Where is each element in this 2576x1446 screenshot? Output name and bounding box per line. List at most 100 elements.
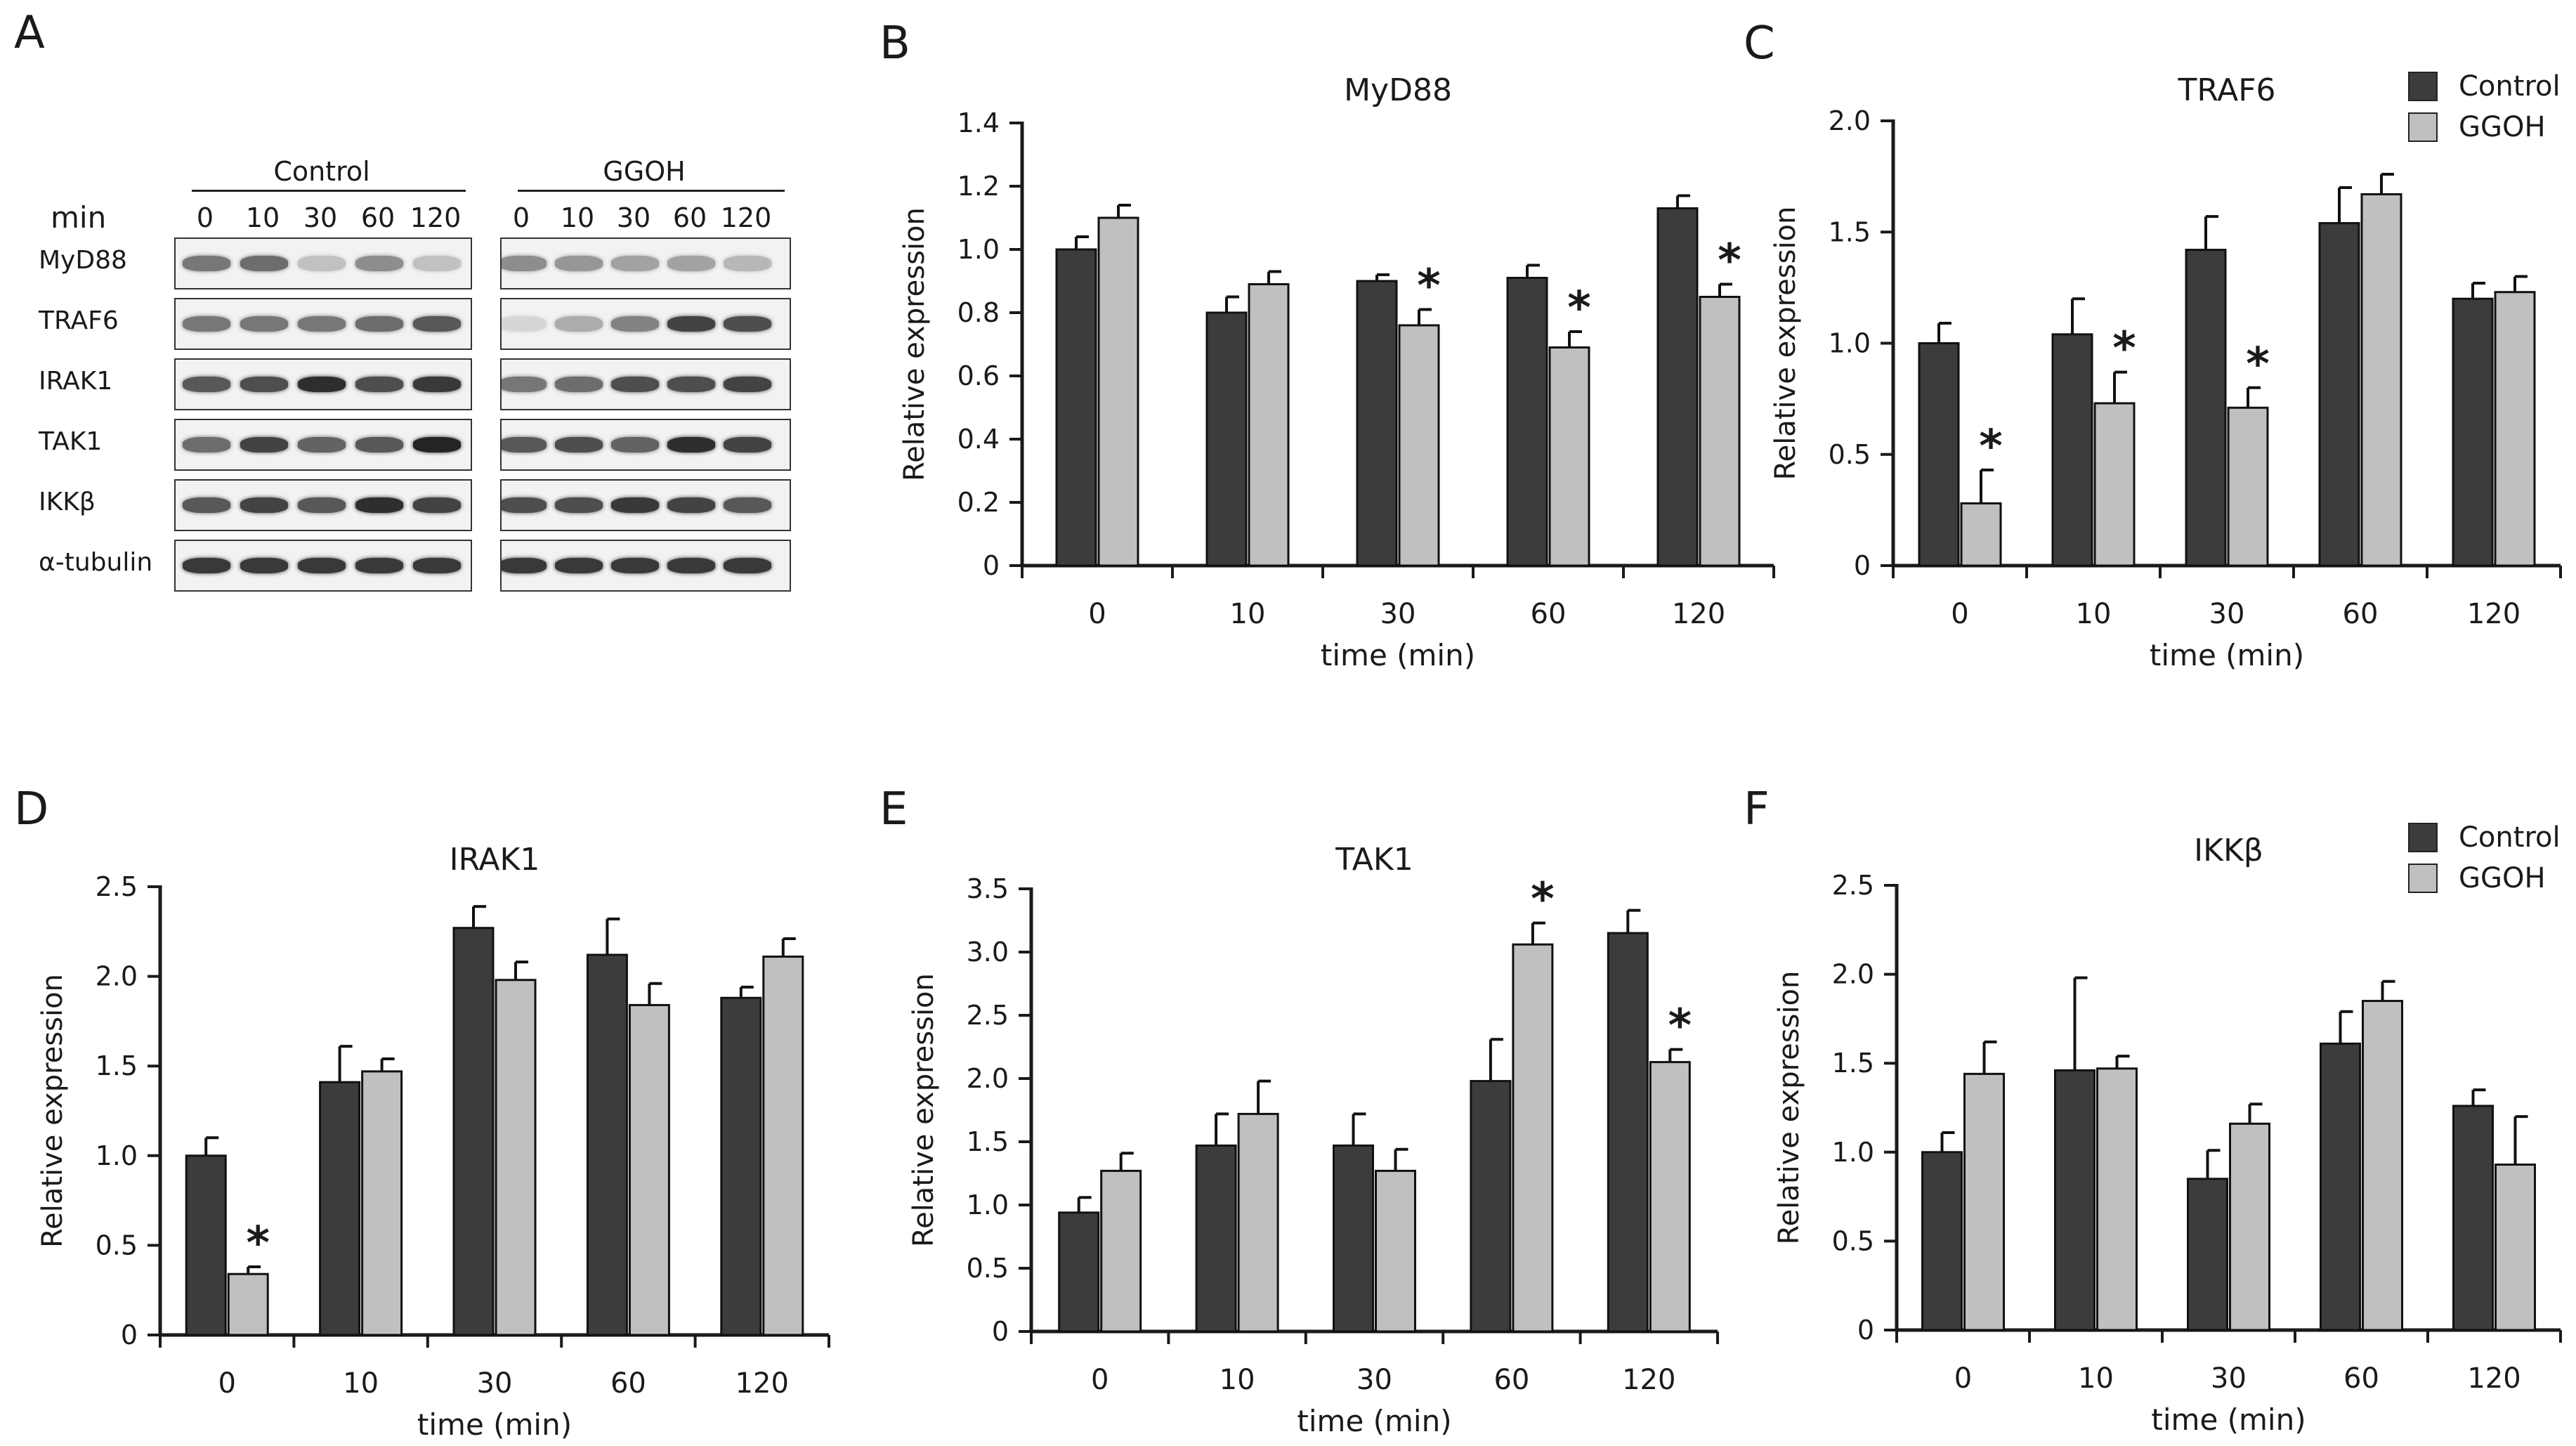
bar-b-ggoh-1 (1248, 283, 1290, 567)
bar-c-control-3 (2318, 222, 2360, 567)
blot-band (298, 256, 346, 271)
y-tick-label-b-5: 1.0 (957, 234, 1000, 265)
legend-label-ggoh-2: GGOH (2459, 862, 2546, 894)
bar-b-ggoh-0 (1097, 216, 1139, 567)
x-tick-label-b-2: 30 (1380, 598, 1416, 630)
bar-e-control-1 (1195, 1144, 1237, 1333)
bar-f-control-2 (2187, 1178, 2228, 1331)
bar-e-control-2 (1333, 1144, 1374, 1333)
blot-band (240, 497, 288, 513)
bar-b-control-1 (1205, 311, 1248, 567)
blot-strip-control-1 (174, 298, 472, 350)
y-tick-label-b-0: 0 (983, 550, 1000, 581)
blot-row-label-1: TRAF6 (39, 306, 119, 335)
blot-band (183, 558, 230, 573)
legend-item-control-2: Control (2408, 817, 2561, 858)
x-tick-label-b-4: 120 (1672, 598, 1725, 630)
legend-item-ggoh: GGOH (2408, 107, 2561, 148)
blot-band (183, 377, 230, 392)
blot-time-label-control-2: 30 (303, 202, 338, 233)
blot-group-line-ggoh (518, 190, 785, 192)
y-axis-label-e: Relative expression (908, 973, 940, 1247)
y-tick-label-b-7: 1.4 (957, 108, 1000, 138)
bar-f-control-1 (2054, 1069, 2096, 1331)
y-tick-label-c-1: 0.5 (1829, 439, 1871, 470)
y-tick-label-e-5: 2.5 (967, 1000, 1009, 1031)
x-tick-label-b-1: 10 (1230, 598, 1266, 630)
x-tick-label-b-0: 0 (1088, 598, 1106, 630)
significance-star-c-1: * (2112, 323, 2136, 375)
y-axis-label-d: Relative expression (37, 974, 69, 1248)
bar-d-ggoh-0 (227, 1272, 269, 1336)
chart-group-d: 0 0.5 1.0 1.5 2.0 2.5 0 10 30 60 120 IRAK1 time (min… (37, 842, 830, 1442)
significance-star-c-0: * (1979, 421, 2002, 473)
legend-label-control-2: Control (2459, 821, 2561, 854)
x-tick-label-f-1: 10 (2078, 1362, 2114, 1395)
x-tick-label-d-4: 120 (735, 1367, 789, 1400)
y-tick-label-e-2: 1.0 (967, 1190, 1009, 1220)
legend-swatch-control-2 (2408, 823, 2438, 852)
x-tick-label-c-2: 30 (2209, 598, 2245, 630)
blot-row-label-2: IRAK1 (39, 367, 113, 396)
bar-e-ggoh-4 (1649, 1061, 1691, 1333)
panel-letter-c: C (1744, 18, 1775, 70)
bar-c-control-0 (1918, 342, 1960, 567)
bar-d-ggoh-4 (762, 956, 804, 1336)
bar-f-ggoh-4 (2495, 1164, 2536, 1331)
bar-b-ggoh-2 (1398, 324, 1440, 567)
y-axis-label-b: Relative expression (898, 207, 931, 481)
blot-band (355, 256, 403, 271)
blot-time-label-control-3: 60 (360, 202, 395, 233)
blot-row-label-0: MyD88 (39, 246, 127, 275)
blot-band (502, 437, 547, 452)
y-tick-label-d-4: 2.0 (96, 961, 138, 992)
y-tick-label-c-3: 1.5 (1829, 216, 1871, 247)
chart-group-e: 0 0.5 1.0 1.5 2.0 2.5 3.0 3.5 0 10 30 60 120 TAK1 time… (908, 842, 1719, 1438)
bar-b-control-0 (1055, 248, 1097, 567)
bar-b-ggoh-3 (1548, 346, 1590, 567)
blot-time-label-control-1: 10 (245, 202, 280, 233)
panel-letter-b: B (880, 18, 910, 70)
x-tick-label-b-3: 60 (1531, 598, 1567, 630)
blot-band (355, 316, 403, 332)
blot-strip-ggoh-3 (500, 419, 791, 471)
blot-band (667, 316, 715, 332)
blot-band (667, 437, 715, 452)
blot-group-line-control (192, 190, 466, 192)
blot-strip-ggoh-4 (500, 479, 791, 531)
blot-band (555, 437, 603, 452)
y-tick-label-b-6: 1.2 (957, 171, 1000, 202)
blot-band (413, 558, 461, 573)
legend-item-control: Control (2408, 66, 2561, 107)
legend-top: Control GGOH (2408, 66, 2561, 148)
y-tick-label-e-6: 3.0 (967, 937, 1009, 968)
bar-c-ggoh-0 (1960, 502, 2002, 567)
blot-band (724, 558, 771, 573)
bar-c-control-4 (2452, 297, 2494, 567)
blot-band (413, 437, 461, 452)
x-tick-label-d-1: 10 (343, 1367, 379, 1400)
western-blot-panel: Control 0 10 30 60 120 GGOH 0 10 30 60 120 min MyD88 T… (0, 0, 843, 703)
blot-band (611, 256, 659, 271)
blot-strip-ggoh-2 (500, 358, 791, 410)
blot-band (413, 316, 461, 332)
bar-c-control-1 (2051, 333, 2093, 567)
bar-f-control-3 (2320, 1042, 2361, 1331)
x-tick-label-e-1: 10 (1220, 1364, 1255, 1396)
blot-time-label-ggoh-3: 60 (672, 202, 707, 233)
y-tick-label-d-2: 1.0 (96, 1140, 138, 1171)
panel-letter-f: F (1744, 783, 1770, 835)
bar-c-ggoh-3 (2360, 193, 2402, 567)
blot-band (611, 497, 659, 513)
blot-band (724, 377, 771, 392)
y-tick-label-d-0: 0 (121, 1320, 138, 1350)
blot-band (298, 316, 346, 332)
chart-title-f: IKKβ (2194, 833, 2263, 868)
blot-band (502, 256, 547, 271)
x-tick-label-f-4: 120 (2467, 1362, 2521, 1395)
bar-e-ggoh-2 (1375, 1169, 1416, 1333)
y-tick-label-e-3: 1.5 (967, 1126, 1009, 1157)
blot-band (298, 558, 346, 573)
bar-c-control-2 (2185, 249, 2227, 567)
legend-item-ggoh-2: GGOH (2408, 858, 2561, 899)
